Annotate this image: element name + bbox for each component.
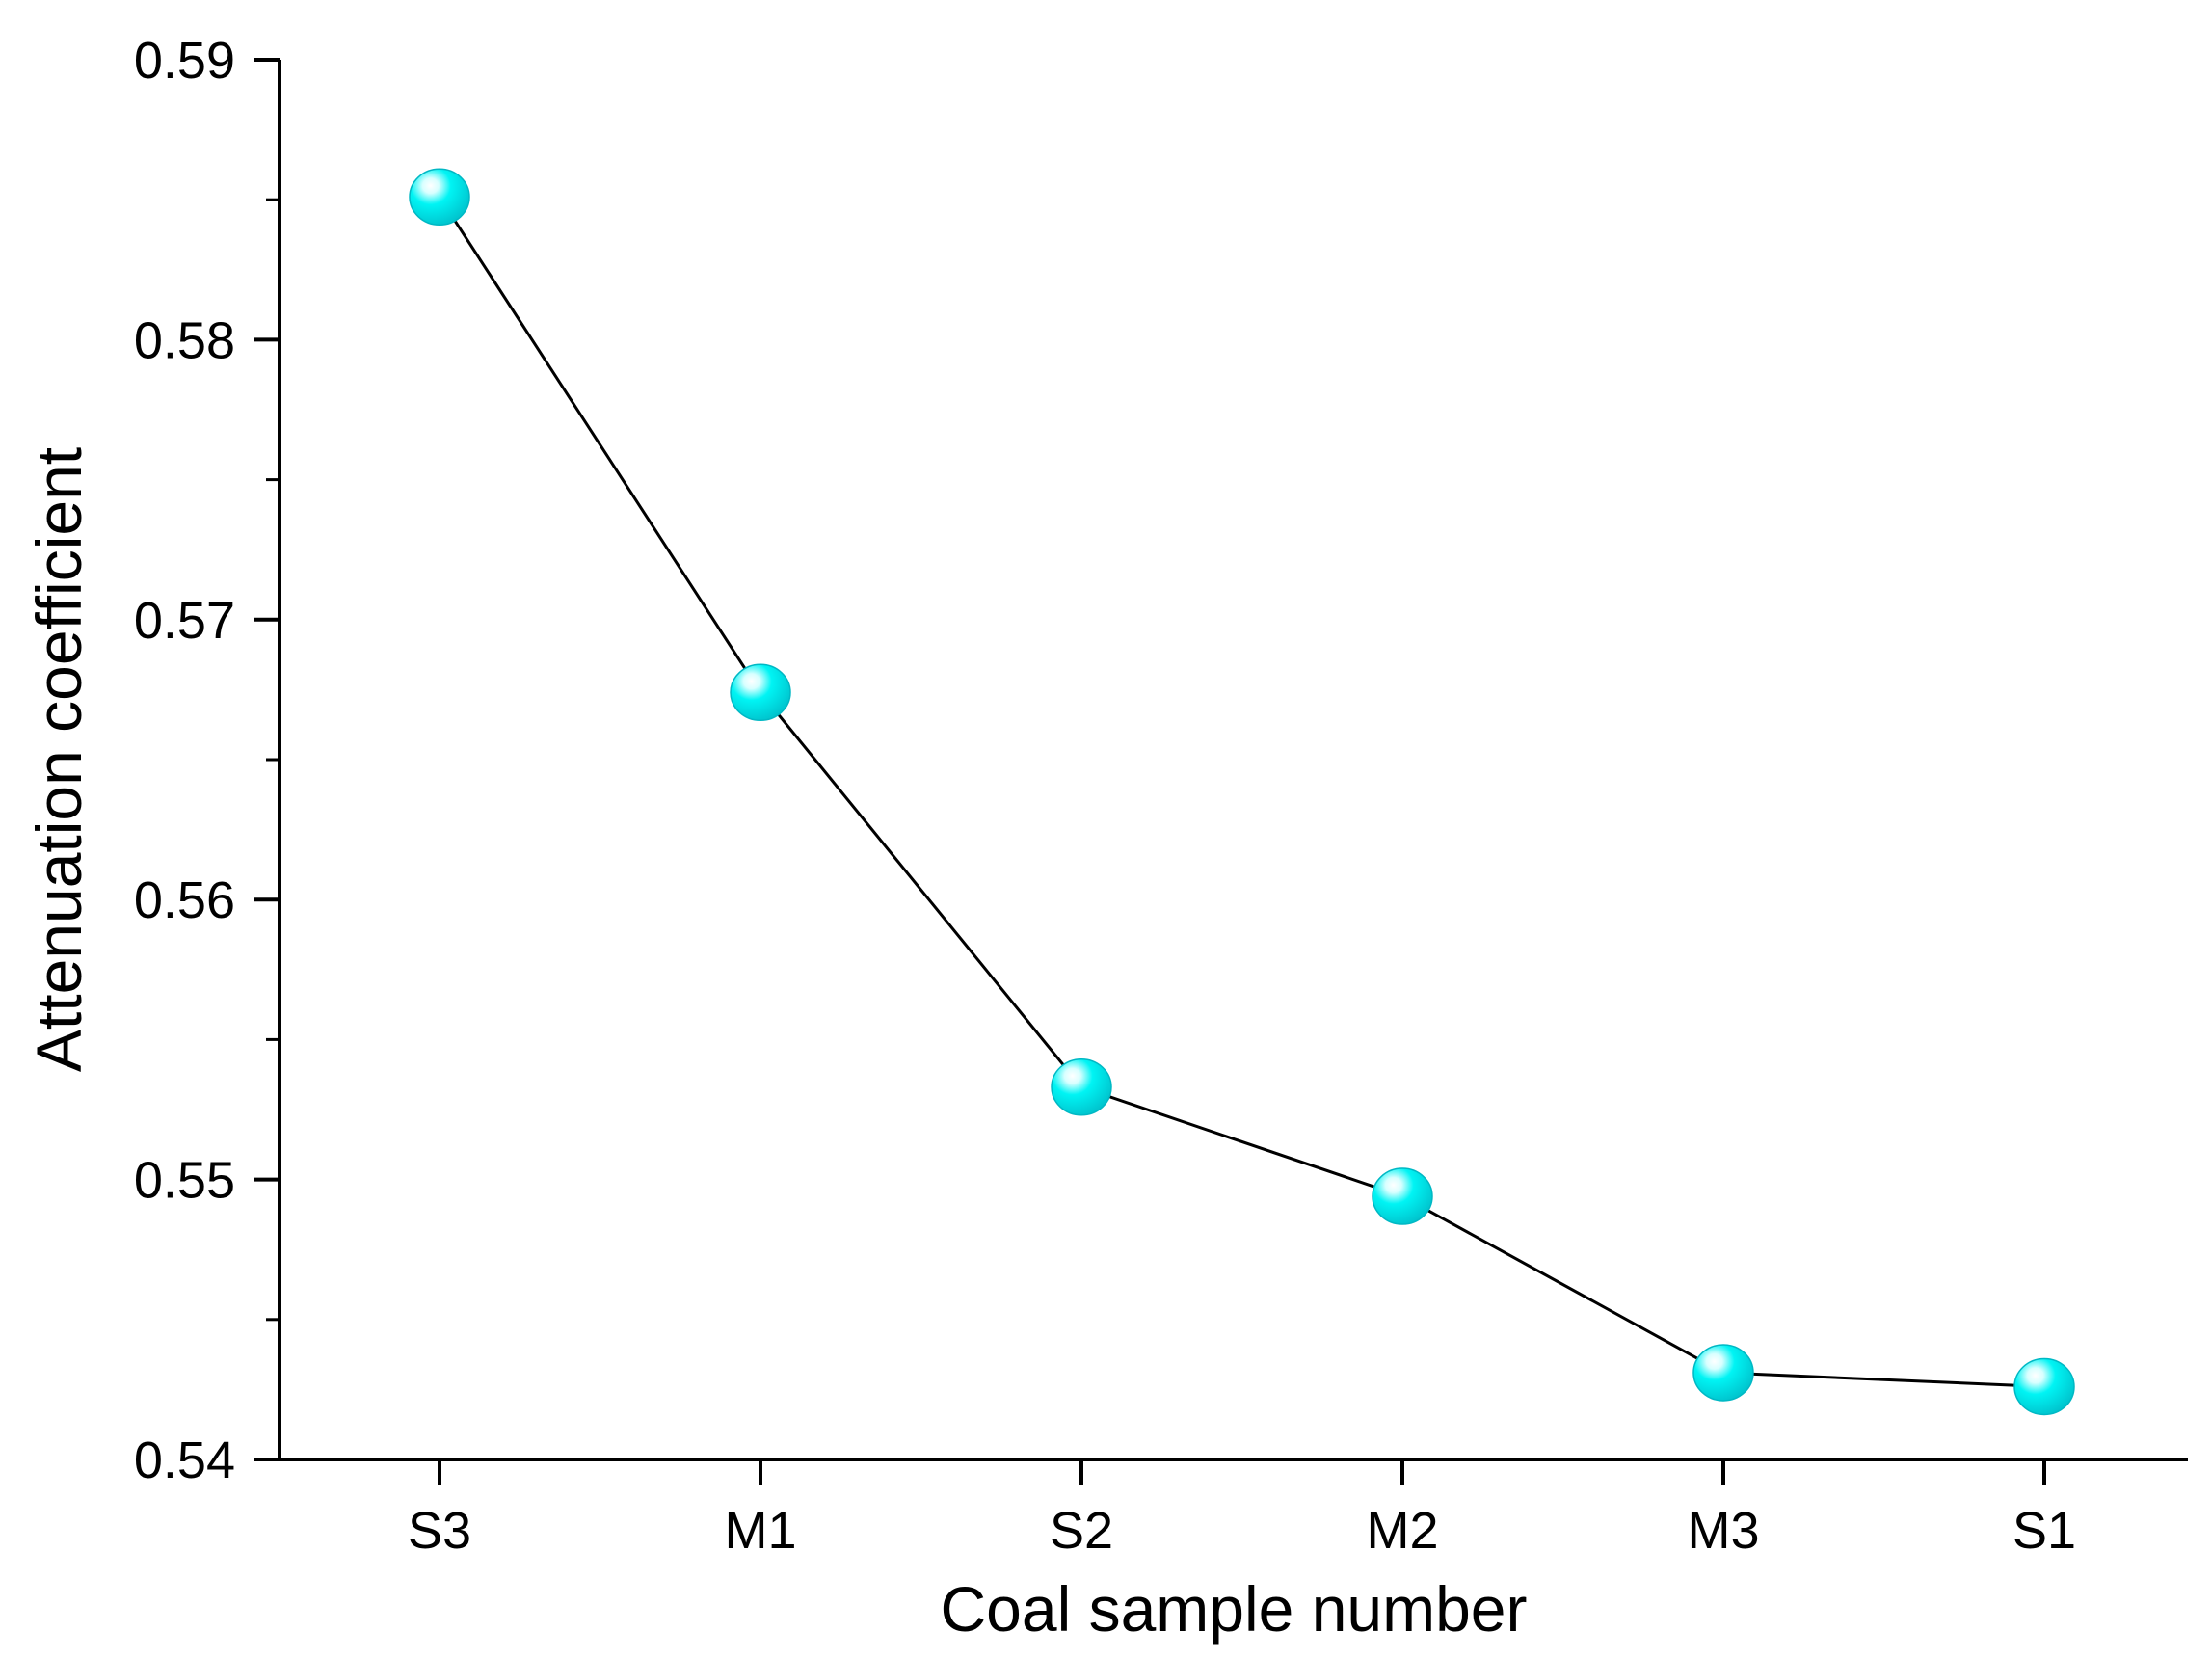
data-point-s3 [409, 168, 470, 227]
marker-sphere [2013, 1357, 2075, 1416]
data-markers [409, 168, 2075, 1416]
x-tick-label: S3 [408, 1502, 471, 1560]
y-tick-label: 0.55 [134, 1152, 235, 1210]
x-axis-title: Coal sample number [941, 1573, 1528, 1645]
marker-sphere [409, 168, 470, 227]
x-tick-label: M2 [1366, 1502, 1438, 1560]
marker-sphere [1692, 1344, 1754, 1402]
marker-sphere [1372, 1167, 1433, 1225]
line-segment [438, 196, 762, 694]
line-segment [1401, 1194, 1724, 1375]
data-point-m1 [730, 663, 791, 722]
line-segment [1080, 1085, 1403, 1198]
axes [278, 60, 2188, 1461]
y-tick-label: 0.59 [134, 32, 235, 90]
y-axis-title: Attenuation coefficient [23, 447, 94, 1072]
data-point-m3 [1692, 1344, 1754, 1402]
y-tick-label: 0.58 [134, 311, 235, 369]
x-tick-label: S1 [2012, 1502, 2076, 1560]
line-segment [1722, 1371, 2045, 1388]
marker-sphere [730, 663, 791, 722]
data-point-m2 [1372, 1167, 1433, 1225]
x-ticks: S3 M1 S2 M2 M3 S1 [408, 1459, 2076, 1560]
data-point-s1 [2013, 1357, 2075, 1416]
line-segment [759, 691, 1083, 1088]
y-ticks: 0.54 0.55 0.56 0.57 0.58 0.59 [134, 32, 280, 1489]
marker-sphere [1051, 1058, 1112, 1116]
series-line [438, 196, 2045, 1388]
y-tick-label: 0.56 [134, 871, 235, 929]
y-tick-label: 0.57 [134, 592, 235, 650]
x-tick-label: S2 [1050, 1502, 1113, 1560]
data-point-s2 [1051, 1058, 1112, 1116]
x-tick-label: M3 [1687, 1502, 1759, 1560]
x-tick-label: M1 [724, 1502, 796, 1560]
y-tick-label: 0.54 [134, 1432, 235, 1489]
